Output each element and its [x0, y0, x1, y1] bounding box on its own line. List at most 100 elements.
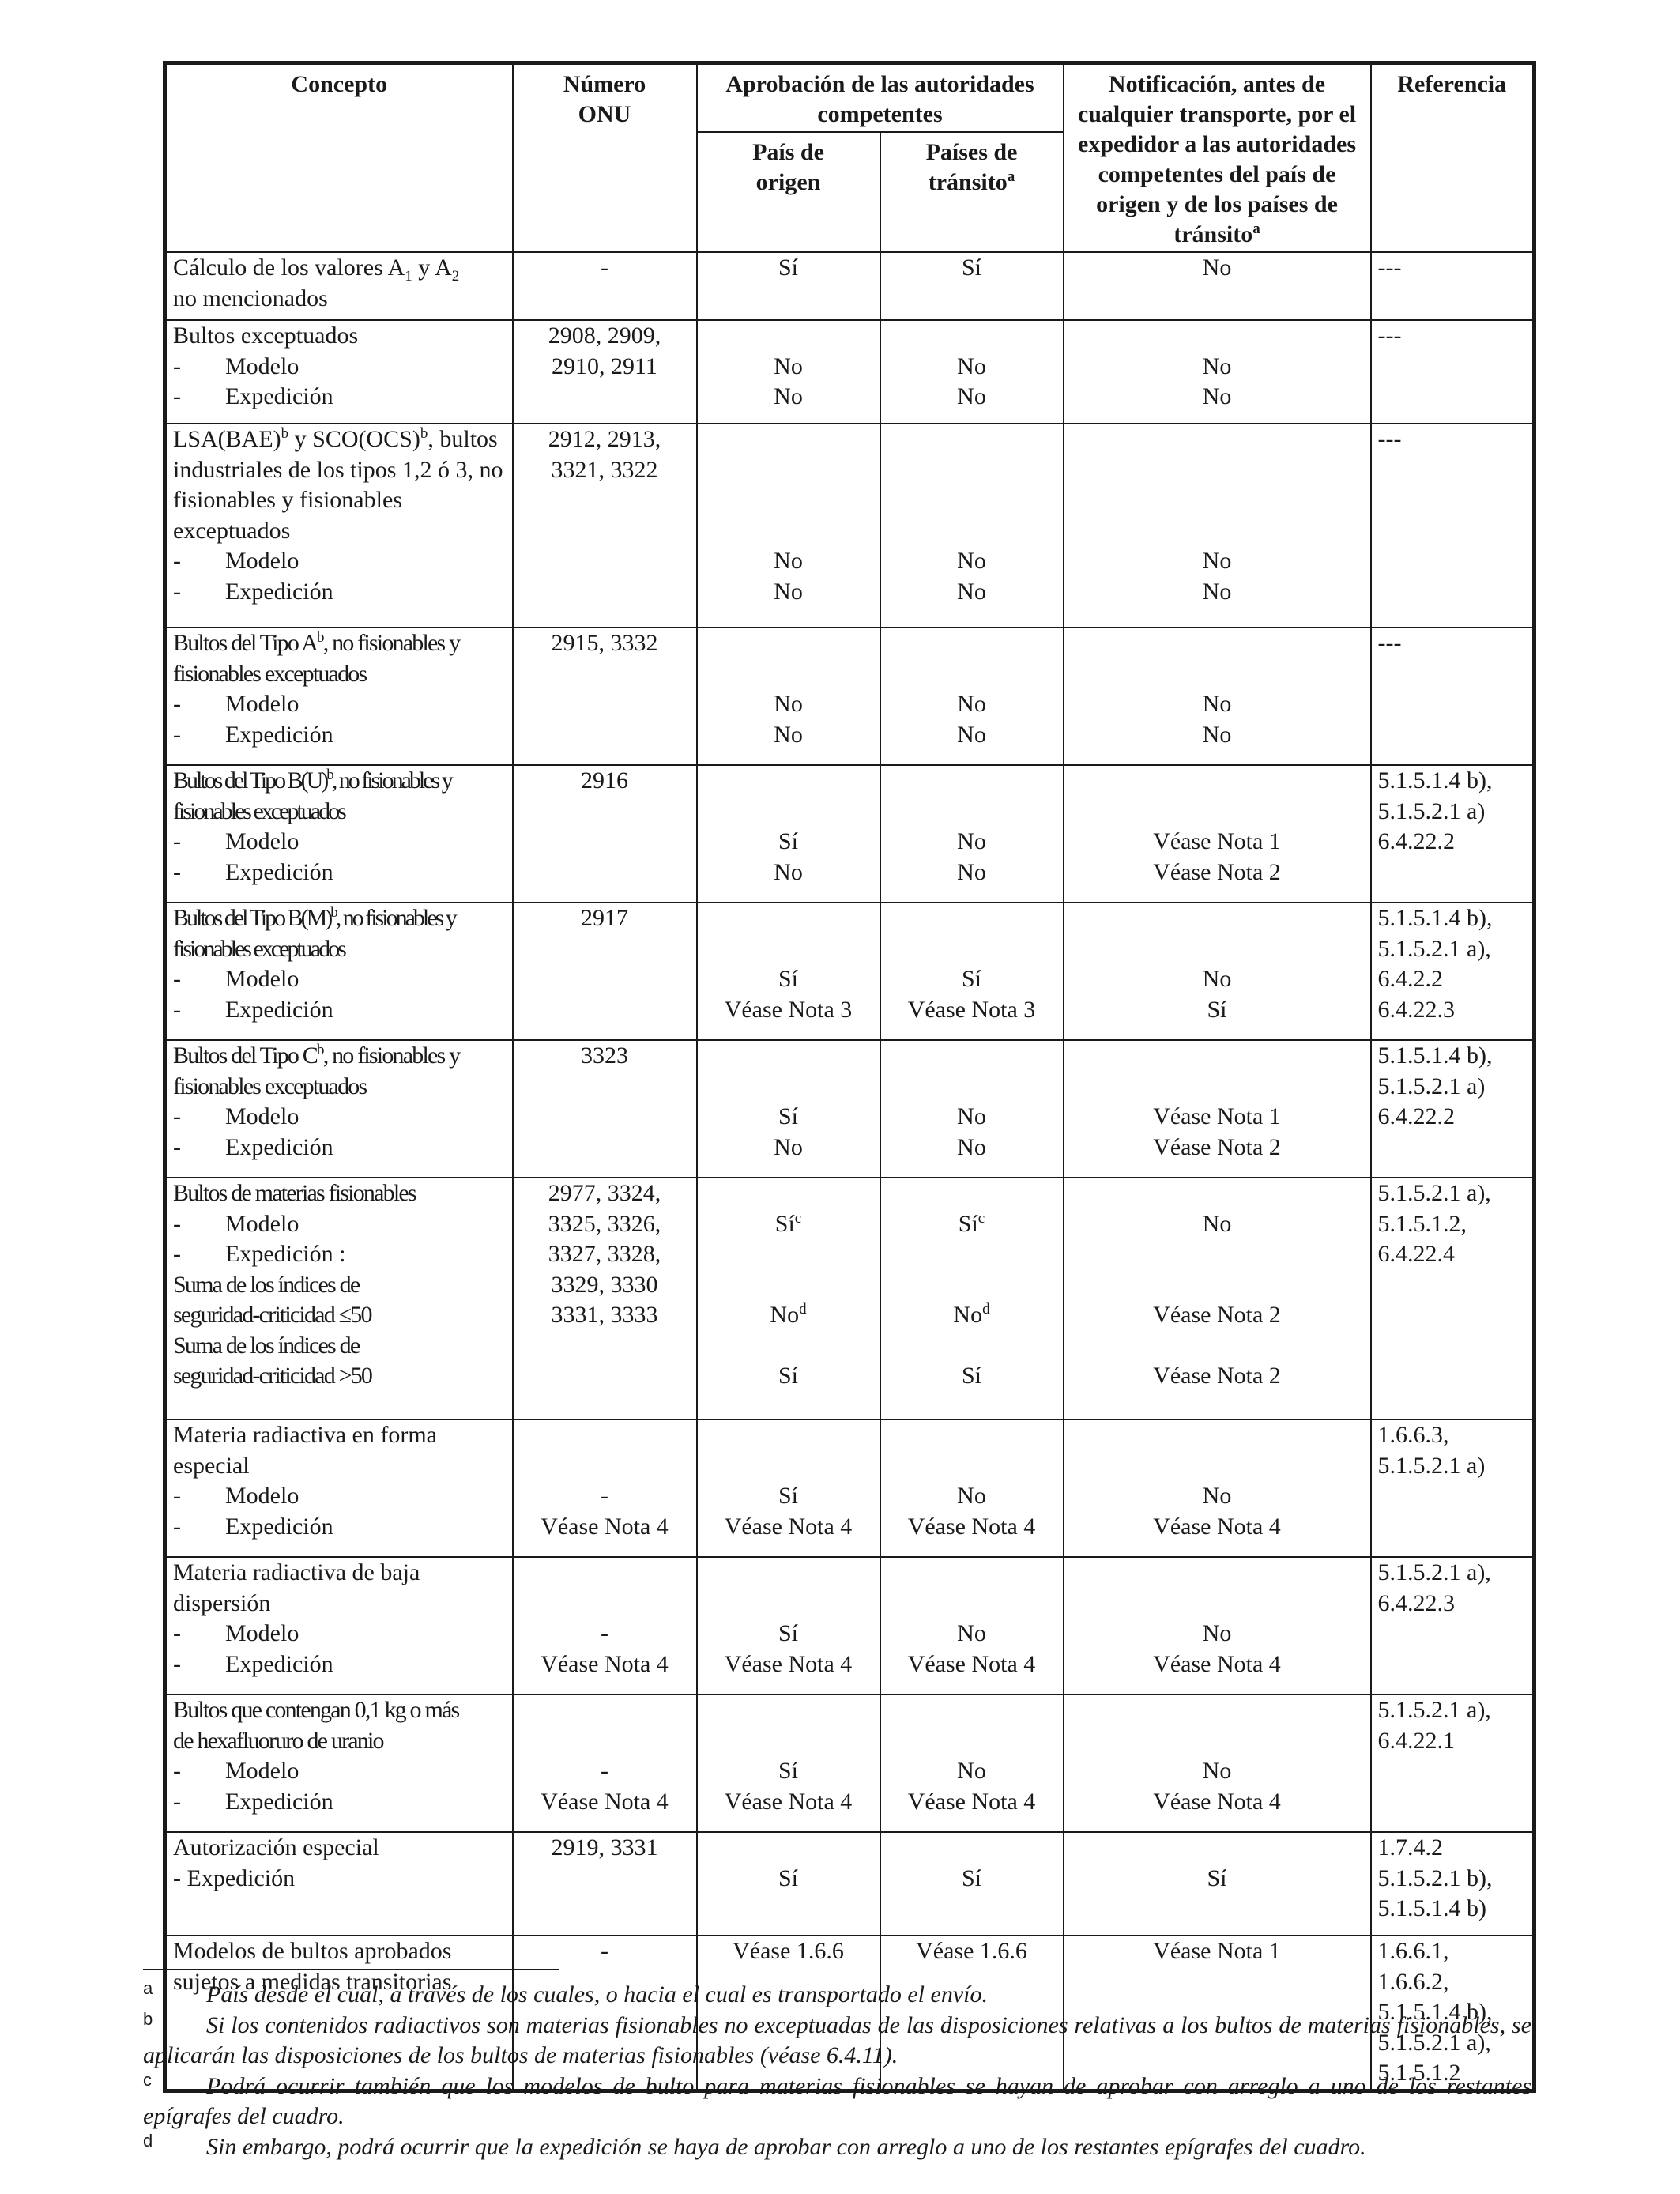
notif-line: No	[1202, 1210, 1232, 1237]
ref-line: 5.1.5.2.1 a),	[1377, 1559, 1491, 1585]
cell-ref: 5.1.5.1.4 b), 5.1.5.2.1 a) 6.4.22.2	[1369, 1039, 1535, 1178]
cell-concept: Bultos del Tipo B(U)b, no fisionables y f…	[164, 764, 514, 903]
ref-line: 1.7.4.2	[1377, 1834, 1444, 1860]
un-line	[520, 1726, 690, 1757]
notif-line: No	[1202, 383, 1232, 409]
footnote-text: Podrá ocurrir también que los modelos de…	[143, 2072, 1531, 2130]
cell-notif: No Sí	[1062, 902, 1372, 1041]
transit-line: No	[957, 691, 986, 717]
origin-line: Véase Nota 3	[724, 996, 853, 1023]
transit-line: Sí	[961, 254, 982, 281]
header-aprobacion: Aprobación de las autoridades competente…	[695, 62, 1064, 134]
origin-line: No	[774, 383, 803, 409]
origin-line	[704, 766, 873, 797]
cell-origin: Sí No	[695, 764, 881, 903]
transit-line	[887, 1270, 1057, 1301]
concept-line: - Expedición	[173, 1512, 506, 1543]
dash-marker: -	[173, 548, 181, 574]
transport-approval-table: Concepto Número ONU Aprobación de las au…	[163, 61, 1536, 2093]
cell-transit: No Véase Nota 4	[879, 1556, 1064, 1695]
concept-line: Autorización especial	[173, 1834, 379, 1860]
table-row: Autorización especial - Expedición 2919, …	[164, 1831, 1535, 1936]
ref-line: 5.1.5.1.4 b),	[1377, 1999, 1493, 2025]
header-pais-origen-text: País de origen	[752, 139, 824, 196]
cell-un: -	[511, 1935, 698, 2091]
un-line: -	[601, 1938, 608, 1964]
notif-line: No	[1202, 578, 1232, 605]
footnote: b Si los contenidos radiactivos son mater…	[143, 2009, 1531, 2071]
notif-line	[1071, 1589, 1364, 1619]
cell-ref: ---	[1369, 319, 1535, 424]
transit-line: Véase Nota 4	[907, 1513, 1036, 1540]
cell-transit: No No	[879, 627, 1064, 766]
origin-line: No	[774, 352, 803, 379]
cell-concept: Materia radiactiva en forma especial - Mode…	[164, 1419, 514, 1558]
cell-concept: Materia radiactiva de baja dispersión - Mod…	[164, 1556, 514, 1695]
un-line: -	[601, 254, 608, 281]
concept-line: - Expedición	[173, 720, 506, 751]
notif-line: No	[1202, 1620, 1232, 1646]
dash-marker: -	[173, 1241, 181, 1267]
concept-line: Materia radiactiva de baja	[173, 1559, 420, 1585]
cell-concept: Bultos del Tipo Ab, no fisionables y fisi…	[164, 627, 514, 766]
origin-line	[704, 1072, 873, 1103]
header-paises-transito-text: Países de tránsito	[925, 139, 1018, 196]
footnote-mark: b	[143, 2008, 153, 2029]
transit-line: No	[957, 352, 986, 379]
un-line	[520, 1451, 690, 1482]
dash-marker: -	[173, 1788, 181, 1815]
cell-transit: Sí	[879, 1831, 1064, 1936]
cell-un: 2917	[511, 902, 698, 1041]
transit-line	[887, 628, 1057, 659]
notif-line: Véase Nota 4	[1153, 1788, 1281, 1815]
notif-line: Véase Nota 1	[1153, 1938, 1281, 1964]
notif-line: No	[1202, 691, 1232, 717]
origin-line	[704, 516, 873, 547]
transit-line: Véase Nota 4	[907, 1788, 1036, 1815]
transit-line: Véase 1.6.6	[916, 1938, 1027, 1964]
notif-line	[1071, 516, 1364, 547]
notif-line: No	[1202, 1758, 1232, 1784]
cell-notif: Véase Nota 1 Véase Nota 2	[1062, 1039, 1372, 1178]
cell-concept: Bultos que contengan 0,1 kg o más de hexa…	[164, 1694, 514, 1833]
transit-line: Véase Nota 3	[907, 996, 1036, 1023]
table-row: Bultos del Tipo Cb, no fisionables y fisi…	[164, 1039, 1535, 1178]
origin-line: No	[774, 721, 803, 748]
ref-line: 5.1.5.2.1 b),	[1377, 1864, 1493, 1891]
footnotes: a País desde el cual, a través de los cua…	[143, 1978, 1531, 2162]
cell-origin: No No	[695, 423, 881, 628]
transit-line: No	[957, 1620, 986, 1646]
transit-line: No	[957, 1133, 986, 1160]
transit-line: No	[957, 1103, 986, 1129]
dash-marker: -	[173, 1133, 181, 1160]
origin-line	[704, 1331, 873, 1362]
origin-line: Sí	[778, 1758, 799, 1784]
dash-marker: -	[173, 383, 181, 409]
cell-un: 2916	[511, 764, 698, 903]
ref-line: ---	[1377, 254, 1402, 281]
un-line: 2912, 2913,	[548, 426, 661, 452]
header-numero-onu-text: Número ONU	[563, 71, 646, 127]
notif-line	[1071, 766, 1364, 797]
transit-line	[887, 1833, 1057, 1864]
transit-line	[887, 455, 1057, 486]
cell-notif: Véase Nota 1 Véase Nota 2	[1062, 764, 1372, 903]
un-line: Véase Nota 4	[541, 1513, 669, 1540]
origin-line	[704, 1270, 873, 1301]
dash-marker: -	[173, 1620, 181, 1646]
cell-un: - Véase Nota 4	[511, 1694, 698, 1833]
ref-line: 6.4.22.3	[1377, 1589, 1456, 1616]
dash-marker: -	[173, 1483, 181, 1509]
transit-line	[887, 934, 1057, 965]
origin-line	[704, 934, 873, 965]
header-concepto: Concepto	[164, 62, 514, 253]
notif-line: No	[1202, 254, 1232, 281]
header-paises-transito-sup: a	[1007, 168, 1015, 186]
transit-line	[887, 1420, 1057, 1451]
ref-line: ---	[1377, 426, 1402, 452]
concept-line: Bultos de materias fisionables	[173, 1180, 417, 1206]
cell-notif: No Véase Nota 4	[1062, 1419, 1372, 1558]
ref-line: 1.6.6.3,	[1377, 1422, 1449, 1448]
ref-line: 5.1.5.2.1 a)	[1377, 797, 1486, 824]
table-row: Materia radiactiva de baja dispersión - Mod…	[164, 1556, 1535, 1695]
